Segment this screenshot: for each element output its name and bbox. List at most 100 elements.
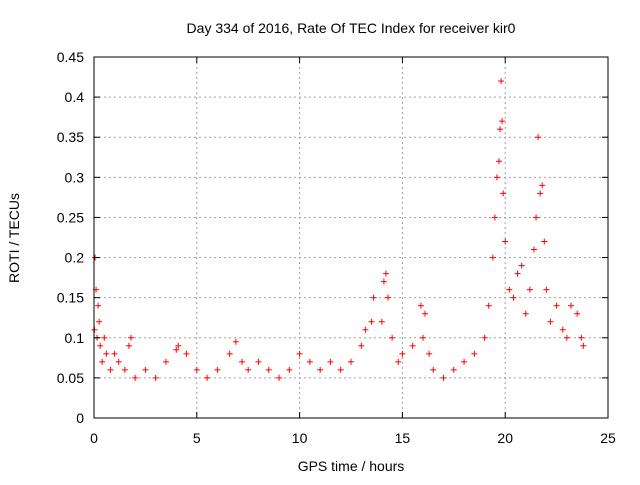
data-point <box>533 214 540 221</box>
data-point <box>193 366 200 373</box>
data-point <box>142 366 149 373</box>
x-tick-label: 15 <box>395 430 411 446</box>
data-point <box>101 334 108 341</box>
data-point <box>175 342 182 349</box>
y-tick-label: 0.15 <box>57 290 84 306</box>
data-point <box>417 302 424 309</box>
data-point <box>317 366 324 373</box>
data-point <box>461 358 468 365</box>
x-tick-label: 5 <box>193 430 201 446</box>
data-point <box>471 350 478 357</box>
data-point <box>370 294 377 301</box>
data-point <box>286 366 293 373</box>
data-point <box>362 326 369 333</box>
data-point <box>518 262 525 269</box>
data-point <box>204 374 211 381</box>
data-point <box>296 350 303 357</box>
data-point <box>535 134 542 141</box>
data-point <box>526 286 533 293</box>
data-point <box>493 174 500 181</box>
data-point <box>265 366 272 373</box>
y-tick-label: 0.05 <box>57 370 84 386</box>
data-point <box>95 302 102 309</box>
data-point <box>522 310 529 317</box>
data-point <box>395 358 402 365</box>
data-point <box>510 294 517 301</box>
data-point <box>491 214 498 221</box>
data-point <box>580 342 587 349</box>
data-point <box>547 318 554 325</box>
y-axis-label: ROTI / TECUs <box>6 193 22 283</box>
data-point <box>497 126 504 133</box>
data-point <box>107 366 114 373</box>
y-tick-label: 0.4 <box>65 89 85 105</box>
data-point <box>514 270 521 277</box>
data-point <box>97 342 104 349</box>
y-tick-label: 0.35 <box>57 129 84 145</box>
data-points <box>91 78 587 381</box>
data-point <box>152 374 159 381</box>
data-point <box>539 182 546 189</box>
data-point <box>121 366 128 373</box>
x-tick-label: 10 <box>292 430 308 446</box>
data-point <box>239 358 246 365</box>
axis-ticks: 0 5 10 15 20 25 0 0.05 0.1 0.15 0.2 0.25 0.3 0.35 0.4 0… <box>57 49 616 446</box>
data-point <box>132 374 139 381</box>
data-point <box>563 334 570 341</box>
data-point <box>125 342 132 349</box>
data-point <box>162 358 169 365</box>
data-point <box>103 350 110 357</box>
data-point <box>255 358 262 365</box>
data-point <box>496 158 503 165</box>
data-point <box>368 318 375 325</box>
data-point <box>574 310 581 317</box>
data-point <box>382 270 389 277</box>
data-point <box>498 78 505 85</box>
data-point <box>499 118 506 125</box>
data-point <box>419 334 426 341</box>
data-point <box>506 286 513 293</box>
data-point <box>173 346 180 353</box>
data-point <box>440 374 447 381</box>
data-point <box>537 190 544 197</box>
data-point <box>380 278 387 285</box>
data-point <box>422 310 429 317</box>
data-point <box>541 238 548 245</box>
data-point <box>245 366 252 373</box>
data-point <box>489 254 496 261</box>
data-point <box>96 318 103 325</box>
y-tick-label: 0.45 <box>57 49 84 65</box>
data-point <box>481 334 488 341</box>
x-tick-label: 0 <box>90 430 98 446</box>
data-point <box>559 326 566 333</box>
data-point <box>485 302 492 309</box>
data-point <box>450 366 457 373</box>
data-point <box>378 318 385 325</box>
data-point <box>578 334 585 341</box>
y-tick-label: 0.2 <box>65 250 85 266</box>
y-tick-label: 0.1 <box>65 330 85 346</box>
data-point <box>430 366 437 373</box>
data-point <box>111 350 118 357</box>
data-point <box>389 334 396 341</box>
data-point <box>567 302 574 309</box>
gridlines <box>94 57 608 418</box>
data-point <box>543 286 550 293</box>
data-point <box>358 342 365 349</box>
data-point <box>385 294 392 301</box>
data-point <box>306 358 313 365</box>
x-tick-label: 25 <box>600 430 616 446</box>
data-point <box>115 358 122 365</box>
x-tick-label: 20 <box>497 430 513 446</box>
plot-frame <box>93 56 609 419</box>
y-tick-label: 0.3 <box>65 169 85 185</box>
x-axis-label: GPS time / hours <box>298 458 405 474</box>
data-point <box>276 374 283 381</box>
y-tick-label: 0 <box>76 410 84 426</box>
data-point <box>99 358 106 365</box>
data-point <box>226 350 233 357</box>
data-point <box>530 246 537 253</box>
data-point <box>409 342 416 349</box>
